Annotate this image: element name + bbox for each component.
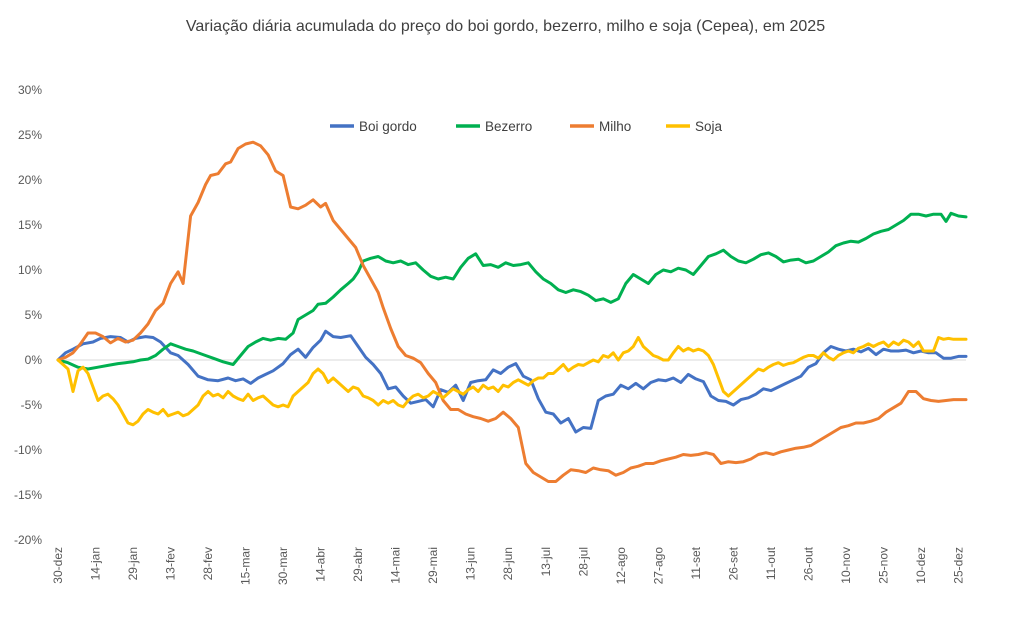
y-tick-label: 15% [18, 218, 42, 232]
series-line-boi-gordo [56, 329, 968, 434]
x-tick-label: 30-mar [276, 547, 290, 585]
y-axis: 30% 25% 20% 15% 10% 5% 0% -5% -10% -15% -20% [14, 83, 966, 547]
x-tick-label: 27-ago [651, 547, 665, 585]
x-tick-label: 13-jul [539, 547, 553, 576]
x-tick-label: 14-jan [89, 547, 103, 580]
series-line-milho [56, 140, 968, 483]
x-tick-label: 13-fev [164, 547, 178, 580]
legend-label: Soja [695, 119, 723, 134]
y-tick-label: 25% [18, 128, 42, 142]
legend-item: Bezerro [456, 119, 532, 134]
x-tick-label: 10-dez [914, 547, 928, 584]
legend-item: Boi gordo [330, 119, 417, 134]
y-tick-label: -15% [14, 488, 42, 502]
x-tick-label: 13-jun [464, 547, 478, 580]
y-tick-label: -5% [21, 398, 43, 412]
x-tick-label: 11-out [764, 546, 778, 580]
legend-label: Bezerro [485, 119, 532, 134]
legend-label: Milho [599, 119, 631, 134]
series-line-soja [56, 336, 968, 427]
x-tick-label: 29-abr [351, 547, 365, 582]
x-tick-label: 14-abr [314, 547, 328, 582]
x-tick-label: 10-nov [839, 547, 853, 584]
x-tick-label: 12-ago [614, 547, 628, 585]
legend-item: Milho [570, 119, 631, 134]
series-line-bezerro [56, 211, 968, 371]
x-tick-label: 26-set [726, 546, 740, 580]
x-tick-label: 14-mai [389, 547, 403, 584]
y-tick-label: 30% [18, 83, 42, 97]
x-tick-label: 26-out [801, 546, 815, 581]
y-tick-label: -10% [14, 443, 42, 457]
chart-title: Variação diária acumulada do preço do bo… [185, 18, 826, 35]
y-tick-label: 5% [25, 308, 43, 322]
x-tick-label: 25-nov [876, 547, 890, 584]
legend-item: Soja [666, 119, 723, 134]
y-tick-label: 20% [18, 173, 42, 187]
x-tick-label: 25-dez [951, 547, 965, 584]
x-tick-label: 11-set [689, 546, 703, 579]
x-tick-label: 28-fev [201, 547, 215, 580]
x-tick-label: 29-jan [126, 547, 140, 580]
x-tick-label: 15-mar [239, 547, 253, 585]
x-axis: 30-dez 14-jan 29-jan 13-fev 28-fev 15-mar 30-m… [51, 546, 965, 585]
series-layer [56, 140, 968, 483]
x-tick-label: 28-jul [576, 547, 590, 576]
y-tick-label: -20% [14, 533, 42, 547]
x-tick-label: 29-mai [426, 547, 440, 584]
legend-label: Boi gordo [359, 119, 417, 134]
legend: Boi gordo Bezerro Milho Soja [330, 119, 723, 134]
y-tick-label: 10% [18, 263, 42, 277]
x-tick-label: 30-dez [51, 547, 65, 584]
y-tick-label: 0% [25, 353, 43, 367]
x-tick-label: 28-jun [501, 547, 515, 580]
